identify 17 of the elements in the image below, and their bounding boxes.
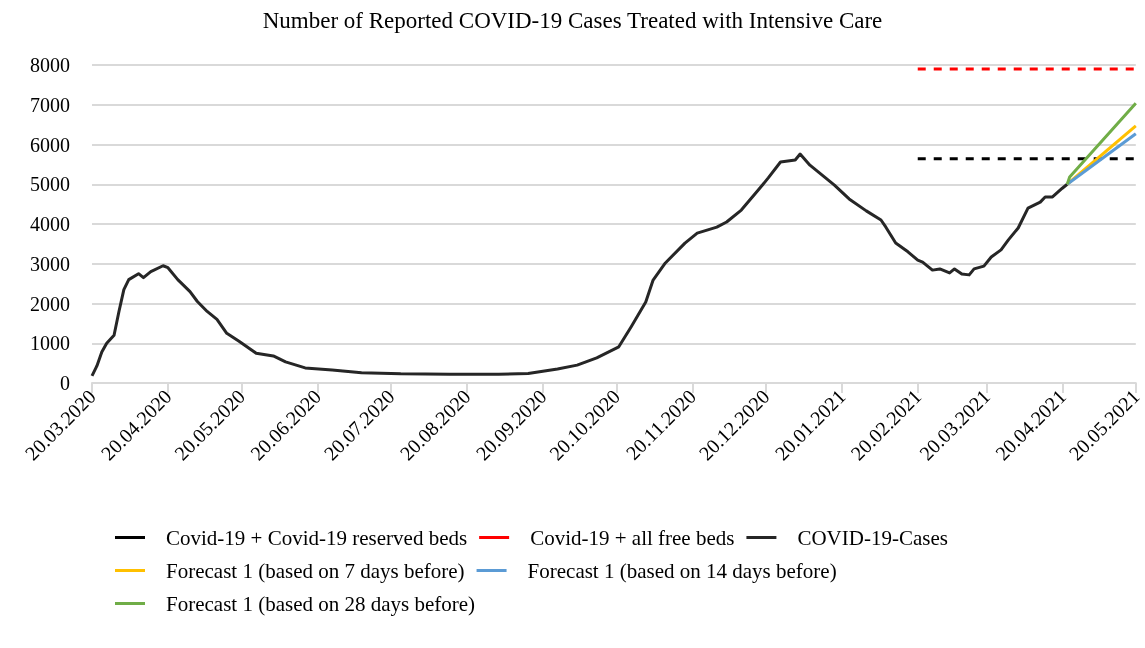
legend-label: Forecast 1 (based on 28 days before) [166,591,476,616]
y-tick-label: 3000 [30,252,70,275]
y-tick-label: 7000 [30,93,70,116]
y-tick-label: 2000 [30,292,70,315]
legend-label: Forecast 1 (based on 14 days before) [527,558,837,583]
legend-label: Covid-19 + all free beds [530,525,735,550]
y-tick-label: 4000 [30,213,70,235]
chart-title: Number of Reported COVID-19 Cases Treated with Intensive Care [262,8,883,33]
y-tick-label: 8000 [30,54,70,76]
y-tick-label: 5000 [30,173,70,196]
y-tick-label: 0 [60,372,70,394]
legend-label: COVID-19-Cases [797,525,948,550]
legend-label: Covid-19 + Covid-19 reserved beds [166,525,468,550]
y-tick-label: 1000 [30,332,70,355]
legend-label: Forecast 1 (based on 7 days before) [166,558,465,583]
line-series [90,152,1069,378]
y-tick-label: 6000 [30,133,70,156]
